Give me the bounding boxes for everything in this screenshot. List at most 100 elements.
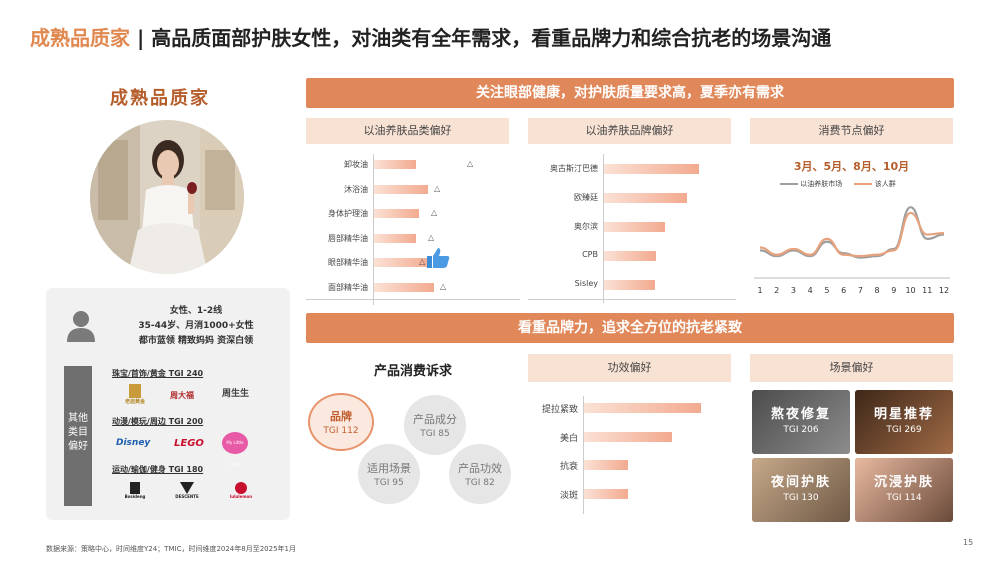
- x-tick-label: 6: [841, 286, 846, 295]
- bubble-name: 产品功效: [458, 462, 502, 475]
- legend-label: 该人群: [874, 180, 896, 188]
- legend-swatch-group: [854, 183, 873, 185]
- axis-line: [603, 154, 604, 303]
- legend-label: 以油养肤市场: [800, 180, 843, 188]
- brand-logo-text: DESCENTE: [175, 494, 199, 499]
- brand-logo-text: My Little Pony: [226, 440, 244, 467]
- scene-name: 沉浸护肤: [873, 475, 934, 490]
- brand-logo: DESCENTE: [170, 482, 204, 499]
- bar: [604, 222, 665, 232]
- benchmark-marker: △: [434, 183, 441, 193]
- bubble-tgi: TGI 85: [420, 429, 450, 439]
- scene-header: 场景偏好: [750, 354, 953, 382]
- benchmark-marker: △: [428, 232, 435, 242]
- bar: [374, 282, 434, 292]
- other-category-label: 其他类目偏好: [64, 366, 92, 506]
- scene-name: 明星推荐: [873, 407, 934, 422]
- bar: [584, 431, 673, 442]
- category-title: 运动/瑜伽/健身 TGI 180: [112, 465, 204, 474]
- bubble-tgi: TGI 82: [465, 478, 495, 488]
- benchmark-marker: △: [431, 208, 438, 217]
- bar-label: 美白: [559, 433, 578, 444]
- bar-label: 淡斑: [559, 490, 578, 501]
- x-tick-label: 4: [808, 286, 813, 295]
- brand-logo-text: Bosideng: [124, 494, 146, 499]
- brand-logo: 老庙黄金: [120, 384, 150, 405]
- category-pref-chart: 卸妆油 △ 沐浴油 △ 身体护理油 △ 唇部精华油 △ 眼部精华油 △ 面部精华油 △: [306, 150, 520, 305]
- brand-pref-header: 以油养肤品牌偏好: [528, 118, 731, 144]
- page-number: 15: [963, 538, 974, 547]
- persona-profile-card: 女性、1-2线 35-44岁、月消1000+女性 都市蓝领 精致妈妈 资深白领 …: [46, 288, 290, 520]
- x-tick-label: 3: [791, 286, 796, 295]
- bar-label: 卸妆油: [344, 160, 368, 169]
- efficacy-header: 功效偏好: [528, 354, 731, 382]
- persona-name: 成熟品质家: [110, 88, 210, 109]
- brand-logo-row: Disney LEGO My Little Pony: [112, 432, 282, 467]
- profile-line: 女性、1-2线: [169, 306, 223, 316]
- season-pref-header: 消费节点偏好: [750, 118, 953, 144]
- bar-label: 沐浴油: [344, 184, 368, 194]
- bar: [374, 258, 431, 267]
- scene-image: [752, 458, 850, 522]
- brand-logo-row: Bosideng DESCENTE lululemon: [112, 482, 282, 506]
- title-accent: 成熟品质家: [30, 26, 130, 50]
- bar-label: 面部精华油: [328, 282, 368, 292]
- scene-tgi: TGI 114: [886, 493, 922, 503]
- page-title: 成熟品质家 | 高品质面部护肤女性，对油类有全年需求，看重品牌力和综合抗老的场景…: [30, 22, 831, 51]
- brand-logo-text: 老庙黄金: [124, 399, 145, 405]
- brand-logo-text: lululemon: [229, 494, 253, 499]
- scene-card-celebrity: 明星推荐 TGI 269: [855, 390, 953, 454]
- demand-bubble-scene: 适用场景 TGI 95: [358, 444, 420, 504]
- profile-line: 35-44岁、月消1000+女性: [138, 321, 254, 331]
- benchmark-marker: △: [419, 257, 426, 266]
- bubble-name: 品牌: [330, 410, 352, 423]
- profile-line: 都市蓝领 精致妈妈 资深白领: [138, 336, 254, 346]
- series-line: [759, 211, 945, 258]
- bar-label: 眼部精华油: [328, 258, 368, 267]
- title-main: 高品质面部护肤女性，对油类有全年需求，看重品牌力和综合抗老的场景沟通: [151, 26, 832, 50]
- bar-label: 奥尔滨: [574, 222, 598, 231]
- bar-label: CPB: [582, 250, 598, 259]
- bar: [604, 193, 687, 203]
- brand-logo: My Little Pony: [222, 432, 248, 467]
- bar-label: 抗衰: [559, 462, 578, 472]
- season-highlight: 3月、5月、8月、10月: [793, 160, 910, 173]
- brand-logo: 周生生: [222, 389, 250, 399]
- category-pref-header: 以油养肤品类偏好: [306, 118, 509, 144]
- scene-name: 熬夜修复: [770, 407, 831, 422]
- brand-pref-chart: 奥古斯汀巴德 欧臻廷 奥尔滨 CPB Sisley: [528, 150, 736, 303]
- data-source-footnote: 数据来源：策略中心，时间维度Y24；TMIC，时间维度2024年8月至2025年…: [46, 545, 296, 553]
- scene-tgi: TGI 206: [783, 425, 819, 435]
- bubble-name: 适用场景: [367, 462, 411, 475]
- bar-label: 提拉紧致: [541, 405, 578, 415]
- scene-image: [752, 390, 850, 454]
- scene-card-immersive: 沉浸护肤 TGI 114: [855, 458, 953, 522]
- scene-image: [855, 390, 953, 454]
- scene-card-night-care: 夜间护肤 TGI 130: [752, 458, 850, 522]
- bubble-tgi: TGI 112: [323, 426, 359, 436]
- demands-header: 产品消费诉求: [373, 364, 452, 379]
- bar-label: Sisley: [574, 279, 598, 288]
- x-tick-label: 9: [891, 286, 896, 295]
- thumbs-up-icon: [427, 248, 450, 268]
- scene-tgi: TGI 269: [886, 425, 922, 435]
- bar-label: 奥古斯汀巴德: [550, 164, 598, 173]
- section2-banner: 看重品牌力，追求全方位的抗老紧致: [306, 313, 954, 343]
- bar: [584, 460, 629, 470]
- scene-tgi: TGI 130: [783, 493, 819, 503]
- bar: [604, 280, 655, 290]
- bar: [374, 233, 416, 243]
- x-tick-label: 1: [757, 286, 762, 295]
- category-title: 珠宝/首饰/黄金 TGI 240: [112, 369, 204, 378]
- legend-swatch-market: [780, 183, 798, 185]
- axis-line: [373, 154, 374, 305]
- bar: [584, 403, 701, 413]
- brand-logo: LEGO: [174, 438, 204, 449]
- bar: [374, 209, 419, 218]
- brand-logo-row: 老庙黄金 周大福 周生生: [112, 384, 282, 408]
- x-tick-label: 11: [922, 286, 932, 295]
- bar: [584, 488, 629, 499]
- bar: [604, 251, 656, 261]
- brand-logo: lululemon: [224, 482, 258, 499]
- benchmark-marker: △: [440, 281, 447, 291]
